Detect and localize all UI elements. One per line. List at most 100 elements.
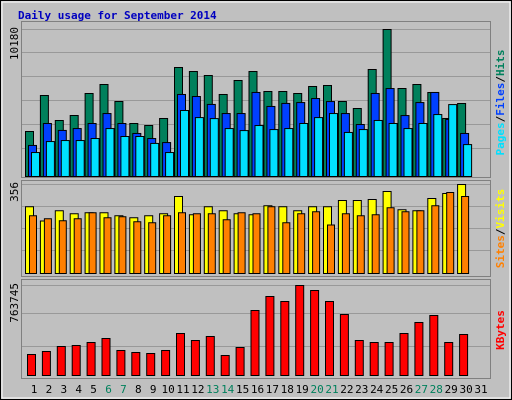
- bar: [299, 123, 309, 177]
- bar: [429, 314, 439, 376]
- bar: [176, 333, 185, 376]
- bar: [27, 354, 36, 377]
- bar: [461, 196, 470, 274]
- bar: [146, 352, 156, 377]
- bar: [254, 125, 264, 177]
- bar: [414, 321, 424, 376]
- bar: [31, 152, 40, 177]
- x-tick-label: 4: [75, 383, 82, 396]
- bar: [418, 123, 428, 177]
- x-tick-label: 26: [400, 383, 413, 396]
- bar: [386, 207, 395, 274]
- x-tick-label: 20: [310, 383, 323, 396]
- bar: [371, 214, 380, 274]
- bar: [252, 213, 261, 274]
- bar: [60, 140, 70, 177]
- legend-entry: Sites: [494, 235, 507, 268]
- bar: [161, 349, 171, 376]
- bar: [45, 141, 55, 177]
- legend-entry: KBytes: [494, 310, 507, 350]
- x-tick-label: 18: [281, 383, 294, 396]
- bar: [310, 290, 320, 377]
- legend: KBytes: [494, 310, 507, 350]
- y-tick-label: 356: [8, 182, 21, 202]
- bar: [265, 295, 275, 377]
- x-tick-label: 29: [445, 383, 458, 396]
- bar: [446, 192, 455, 274]
- bar: [118, 216, 127, 274]
- bar: [86, 342, 96, 377]
- bar: [401, 211, 410, 274]
- bar: [444, 342, 454, 377]
- bar: [205, 335, 215, 377]
- bar: [135, 136, 145, 177]
- bar: [209, 118, 219, 177]
- bar: [269, 129, 279, 178]
- bar: [341, 213, 350, 274]
- x-tick-label: 21: [325, 383, 338, 396]
- bar: [373, 119, 383, 177]
- x-tick-label: 15: [236, 383, 249, 396]
- bar: [358, 129, 368, 178]
- bar: [329, 113, 338, 178]
- bar: [314, 117, 324, 177]
- bar: [431, 205, 440, 274]
- legend-entry: Files: [494, 83, 507, 116]
- bar: [116, 349, 126, 376]
- bar: [165, 152, 175, 177]
- bar: [235, 347, 245, 377]
- x-tick-label: 30: [459, 383, 472, 396]
- legend-entry: Pages: [494, 122, 507, 155]
- legend-entry: Hits: [494, 50, 507, 77]
- bar: [150, 142, 160, 177]
- bar: [399, 333, 409, 376]
- bar: [148, 222, 157, 274]
- bar: [207, 213, 216, 274]
- bar: [71, 344, 81, 376]
- x-tick-label: 9: [150, 383, 157, 396]
- legend-separator: /: [494, 76, 507, 83]
- bar: [239, 130, 249, 177]
- bar: [295, 285, 305, 376]
- bar: [343, 131, 353, 178]
- bar: [73, 218, 82, 274]
- bar: [339, 314, 349, 377]
- x-tick-label: 16: [251, 383, 264, 396]
- x-tick-label: 14: [221, 383, 235, 396]
- bar: [325, 300, 334, 377]
- bar: [312, 211, 321, 274]
- x-tick-label: 13: [206, 383, 219, 396]
- bar: [237, 212, 246, 274]
- bar: [163, 215, 172, 274]
- bar: [222, 219, 231, 274]
- bar: [356, 215, 365, 274]
- bar: [190, 340, 200, 376]
- legend-separator: /: [494, 115, 507, 122]
- bar: [192, 213, 201, 274]
- bar: [180, 110, 189, 177]
- bar: [178, 212, 186, 274]
- x-tick-label: 11: [176, 383, 189, 396]
- bar: [194, 117, 204, 177]
- bar: [369, 342, 379, 377]
- x-tick-label: 5: [90, 383, 97, 396]
- x-tick-label: 6: [105, 383, 112, 396]
- x-tick-label: 10: [161, 383, 174, 396]
- x-tick-label: 3: [60, 383, 67, 396]
- x-tick-label: 1: [31, 383, 38, 396]
- bar: [354, 340, 364, 376]
- y-tick-label: 763745: [8, 283, 21, 323]
- bar: [416, 210, 425, 274]
- bar: [250, 309, 260, 376]
- bar: [403, 128, 413, 178]
- x-tick-label: 12: [191, 383, 204, 396]
- bar: [131, 351, 141, 376]
- x-tick-label: 24: [370, 383, 384, 396]
- bar: [41, 350, 51, 376]
- bar: [75, 140, 85, 177]
- x-tick-label: 8: [135, 383, 142, 396]
- bar: [384, 342, 394, 377]
- bar: [88, 212, 97, 274]
- bar: [220, 355, 230, 377]
